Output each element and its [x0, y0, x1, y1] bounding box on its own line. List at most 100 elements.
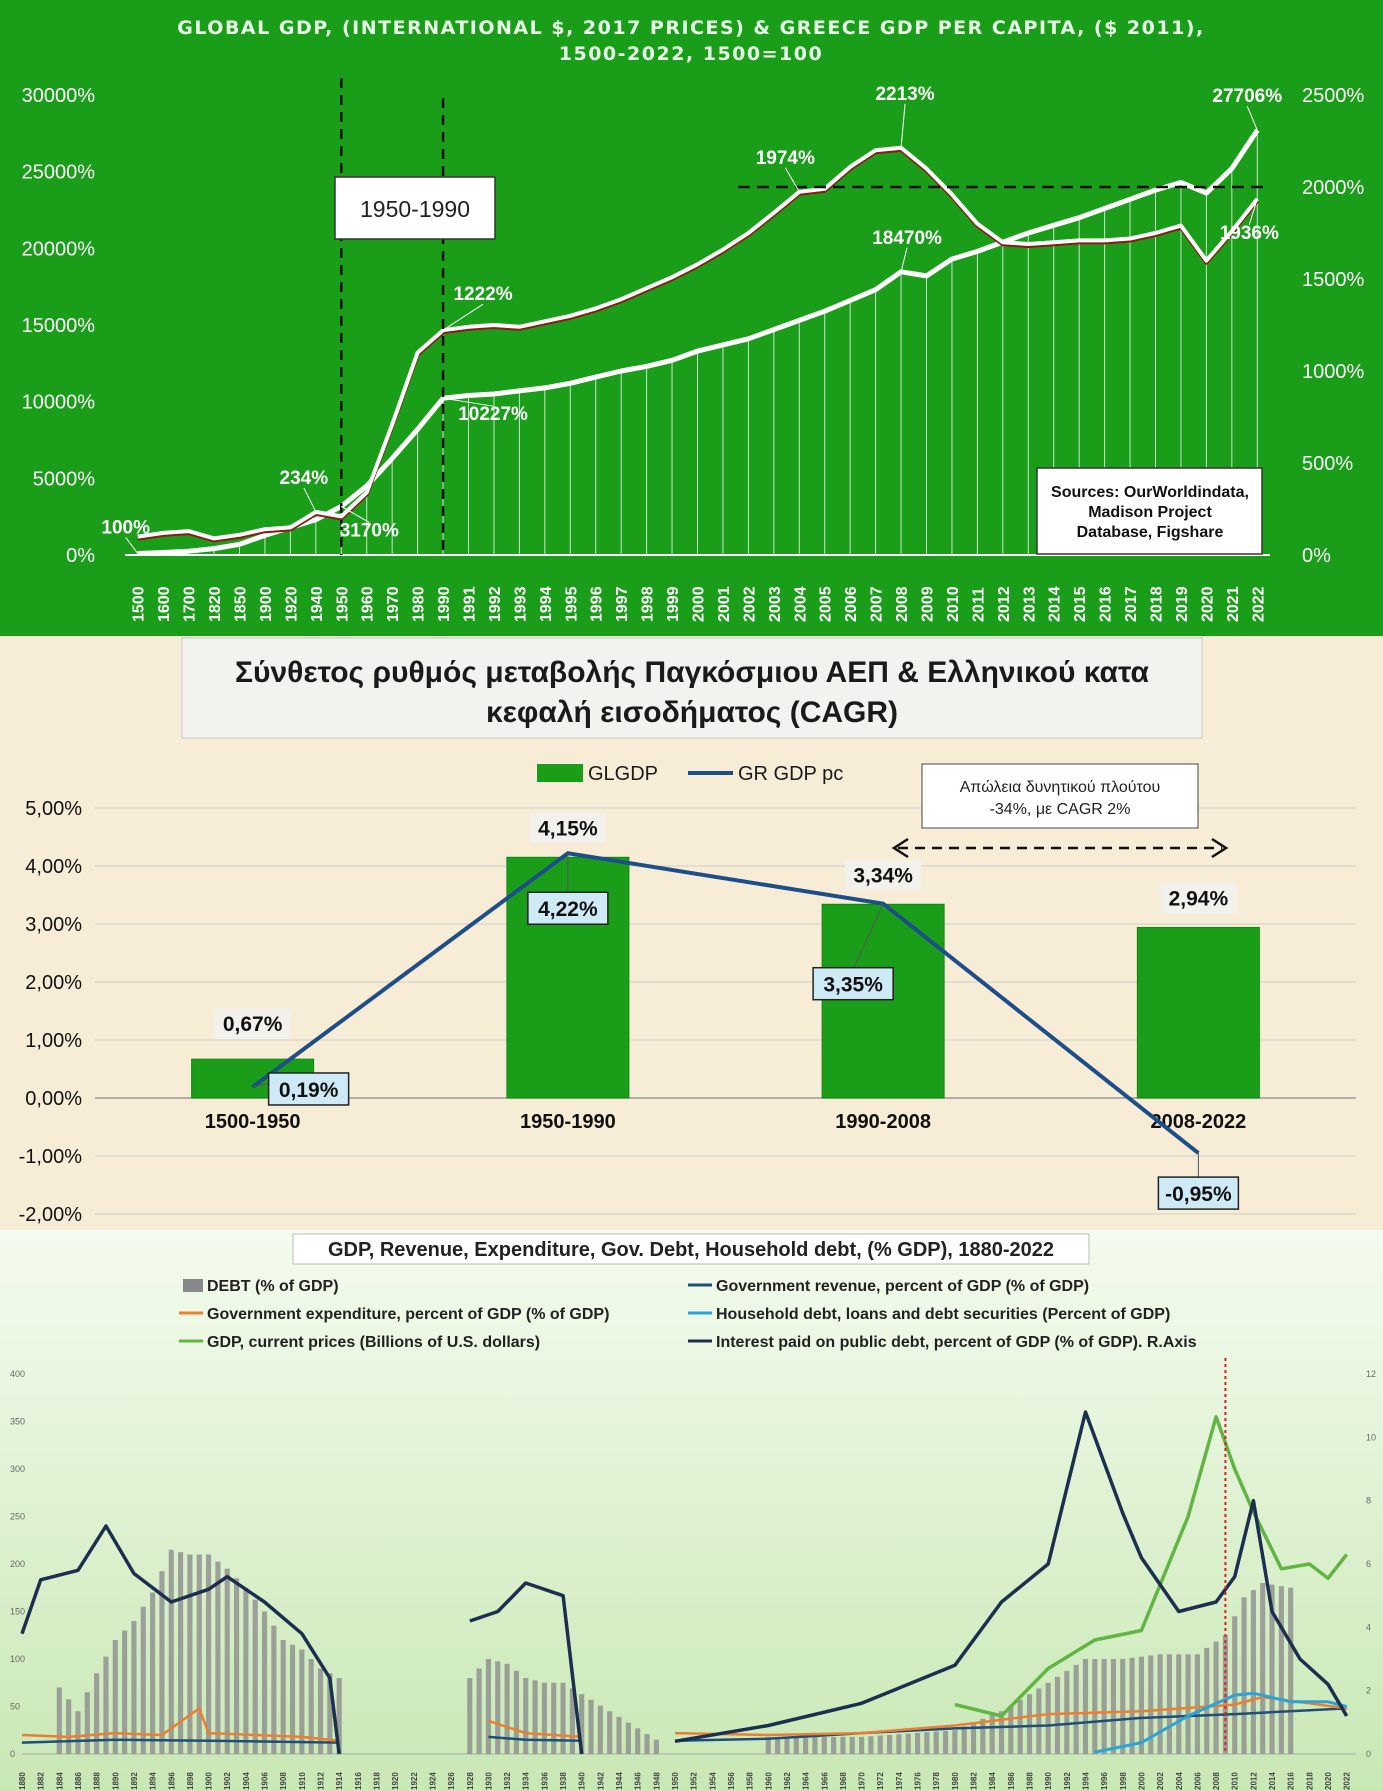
debt-bar	[1101, 1659, 1107, 1754]
debt-bar	[327, 1673, 333, 1754]
x-axis-year-label: 1998	[1119, 1772, 1128, 1790]
x-axis-year-label: 2007	[869, 586, 886, 622]
debt-bar	[784, 1736, 790, 1754]
title-box	[292, 1233, 1090, 1265]
debt-bar	[243, 1587, 249, 1754]
x-axis-year-label: 2009	[920, 586, 937, 622]
x-axis-year-label: 2002	[741, 586, 758, 622]
debt-bar	[513, 1670, 519, 1754]
legend-label: Government revenue, percent of GDP (% of…	[716, 1278, 1089, 1295]
debt-bar	[75, 1711, 81, 1754]
value-label: 18470%	[872, 228, 942, 249]
x-axis-year-label: 1902	[223, 1772, 232, 1790]
debt-bar	[1082, 1659, 1089, 1754]
x-axis-year-label: 2018	[1305, 1772, 1314, 1790]
debt-bar	[178, 1552, 184, 1754]
x-axis-year-label: 2021	[1225, 586, 1242, 622]
x-axis-year-label: 1997	[614, 586, 631, 622]
debt-bar	[289, 1644, 296, 1754]
x-axis-year-label: 2005	[818, 586, 835, 622]
x-axis-year-label: 1952	[690, 1772, 699, 1790]
debt-bar	[1278, 1586, 1284, 1754]
y-axis-tick-label: 1,00%	[25, 1030, 82, 1052]
legend-swatch	[183, 1279, 203, 1292]
debt-bar	[56, 1687, 62, 1754]
value-label: 3170%	[340, 520, 399, 541]
debt-bar	[765, 1736, 771, 1754]
x-axis-year-label: 2019	[1174, 586, 1191, 622]
x-axis-year-label: 2006	[843, 586, 860, 622]
glgdp-value-label: 3,34%	[853, 864, 913, 887]
debt-bar	[1092, 1659, 1098, 1754]
glgdp-label-bg	[529, 813, 606, 844]
debt-bar	[1036, 1688, 1042, 1754]
debt-bar	[224, 1568, 230, 1754]
gr-gdp-pc-line	[251, 851, 1200, 1155]
glgdp-label-bg	[1160, 883, 1237, 914]
debt-bar	[66, 1699, 72, 1754]
annotation-arrow-right-head	[1211, 837, 1229, 859]
x-axis-year-label: 1976	[914, 1772, 923, 1790]
x-axis-year-label: 1992	[487, 586, 504, 622]
debt-bar	[1250, 1590, 1256, 1754]
debt-bar	[196, 1554, 202, 1754]
debt-bar	[1232, 1616, 1238, 1754]
debt-bar	[933, 1731, 939, 1754]
value-label-leader	[1246, 105, 1258, 131]
x-axis-year-label: 1982	[970, 1772, 979, 1790]
chart-title-line2: κεφαλή εισοδήματος (CAGR)	[486, 696, 898, 729]
debt-bar	[970, 1722, 977, 1754]
x-axis-year-label: 2013	[1021, 586, 1038, 622]
annotation-box	[921, 763, 1199, 829]
x-axis-year-label: 1600	[156, 586, 173, 622]
x-axis-year-label: 1940	[309, 586, 326, 622]
x-axis-year-label: 1991	[462, 586, 479, 622]
debt-bar	[551, 1682, 557, 1754]
gr-label-box	[812, 966, 894, 1001]
x-axis-year-label: 2017	[1123, 586, 1140, 622]
debt-bar	[523, 1678, 529, 1754]
debt-bar	[1073, 1664, 1079, 1754]
value-label-leader	[341, 505, 370, 523]
title-box	[181, 637, 1203, 739]
x-axis-year-label: 2010	[945, 586, 962, 622]
right-axis-tick-label: 2000%	[1302, 177, 1364, 199]
cagr-chart-panel: Σύνθετος ρυθμός μεταβολής Παγκόσμιου ΑΕΠ…	[0, 636, 1383, 1230]
x-axis-year-label: 1820	[207, 586, 224, 622]
x-axis-year-label: 1900	[258, 586, 275, 622]
x-axis-year-label: 1968	[839, 1772, 848, 1790]
x-axis-year-label: 2000	[1137, 1772, 1146, 1790]
chart-title: GDP, Revenue, Expenditure, Gov. Debt, Ho…	[328, 1239, 1054, 1261]
value-label-leader	[125, 537, 139, 554]
debt-bar	[168, 1549, 174, 1754]
debt-bar	[1110, 1659, 1117, 1754]
debt-bar	[849, 1736, 855, 1754]
x-axis-year-label: 1898	[186, 1772, 195, 1790]
category-label: 1990-2008	[835, 1111, 931, 1133]
glgdp-bar	[1136, 926, 1260, 1099]
annotation-text: Απώλεια δυνητικού πλούτου	[960, 779, 1161, 796]
right-axis-tick-label: 12	[1366, 1369, 1376, 1379]
left-axis-tick-label: 200	[10, 1559, 25, 1569]
left-axis-tick-label: 5000%	[33, 468, 95, 490]
value-label-leader	[442, 397, 494, 407]
x-axis-year-label: 1970	[858, 1772, 867, 1790]
x-axis-year-label: 2012	[1249, 1772, 1258, 1790]
debt-chart-panel: GDP, Revenue, Expenditure, Gov. Debt, Ho…	[0, 1230, 1383, 1791]
x-axis-year-label: 1500	[131, 586, 148, 622]
debt-bar	[588, 1699, 594, 1754]
debt-bar	[1008, 1705, 1014, 1754]
x-axis-year-label: 2010	[1231, 1772, 1240, 1790]
gr-value-label: 3,35%	[823, 974, 883, 997]
debt-bar	[233, 1578, 240, 1754]
chart-title-line1: GLOBAL GDP, (INTERNATIONAL $, 2017 PRICE…	[177, 17, 1204, 39]
x-axis-year-label: 1993	[512, 586, 529, 622]
x-axis-year-label: 1999	[665, 586, 682, 622]
x-axis-year-label: 2006	[1193, 1772, 1202, 1790]
left-axis-tick-label: 15000%	[22, 315, 96, 337]
debt-bar	[775, 1736, 781, 1754]
x-axis-year-label: 1996	[589, 586, 606, 622]
x-axis-year-label: 2003	[767, 586, 784, 622]
chart-title-line2: 1500-2022, 1500=100	[559, 43, 823, 65]
debt-bar	[597, 1705, 603, 1754]
